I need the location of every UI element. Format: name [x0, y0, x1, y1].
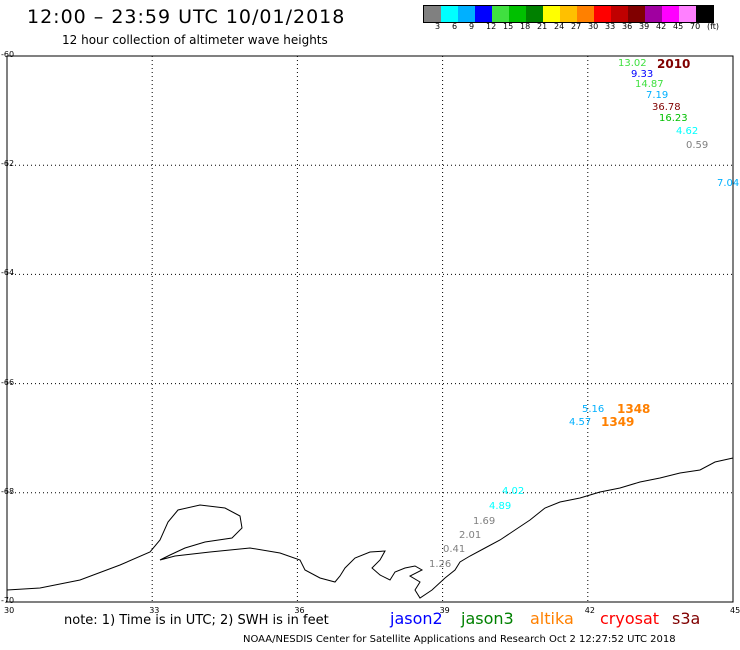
latitude-tick: -62: [1, 159, 15, 169]
longitude-tick: 30: [4, 606, 15, 615]
colorbar-label: (ft): [707, 22, 720, 31]
colorbar-label: 27: [571, 22, 582, 31]
colorbar-label: 12: [486, 22, 497, 31]
colorbar-swatch: [458, 6, 475, 22]
colorbar-swatch: [628, 6, 645, 22]
latitude-tick: -66: [1, 377, 15, 387]
pass-time-label: 1348: [617, 402, 651, 416]
satellite-legend-s3a: s3a: [672, 609, 701, 628]
wave-height-label: 2.01: [459, 530, 482, 541]
page-title: 12:00 – 23:59 UTC 10/01/2018: [27, 6, 346, 28]
colorbar-label: 39: [639, 22, 650, 31]
colorbar-swatch: [679, 6, 696, 22]
colorbar-label: 36: [622, 22, 633, 31]
colorbar-swatch: [441, 6, 458, 22]
pass-time-label: 2010: [657, 57, 691, 71]
coastline: [6, 457, 734, 599]
colorbar-swatch: [560, 6, 577, 22]
satellite-legend-altika: altika: [530, 609, 574, 628]
pass-time-label: 1349: [601, 415, 635, 429]
graticule-grid: [7, 56, 733, 602]
wave-height-label: 0.41: [443, 544, 466, 555]
footer-note: note: 1) Time is in UTC; 2) SWH is in fe…: [64, 613, 329, 628]
wave-height-label: 7.19: [646, 90, 669, 101]
colorbar-label: 45: [673, 22, 684, 31]
wave-height-label: 4.57: [569, 417, 592, 428]
colorbar-swatch: [424, 6, 441, 22]
colorbar-swatch: [577, 6, 594, 22]
wave-height-label: 9.33: [631, 69, 654, 80]
colorbar-swatch: [696, 6, 713, 22]
satellite-legend-cryosat: cryosat: [600, 609, 660, 628]
colorbar-label: 30: [588, 22, 599, 31]
latitude-tick: -68: [1, 486, 15, 496]
colorbar-swatch: [611, 6, 628, 22]
wave-height-label: 0.59: [686, 140, 709, 151]
longitude-tick: 42: [584, 606, 595, 615]
wave-height-label: 5.16: [582, 404, 605, 415]
colorbar-swatch: [645, 6, 662, 22]
longitude-tick: 36: [294, 606, 305, 615]
wave-height-label: 1.69: [473, 516, 496, 527]
colorbar-swatch: [509, 6, 526, 22]
wave-height-label: 36.78: [652, 102, 681, 113]
satellite-legend-jason3: jason3: [461, 609, 514, 628]
colorbar-swatch: [492, 6, 509, 22]
longitude-tick: 45: [730, 606, 740, 615]
latitude-tick: -60: [1, 50, 15, 59]
colorbar-label: 33: [605, 22, 616, 31]
wave-height-label: 4.02: [502, 486, 525, 497]
colorbar-legend: [423, 5, 714, 23]
latitude-tick: -70: [1, 596, 15, 605]
colorbar-label: 3: [435, 22, 441, 31]
colorbar-label: 42: [656, 22, 667, 31]
wave-height-label: 14.87: [635, 79, 664, 90]
page-subtitle: 12 hour collection of altimeter wave hei…: [62, 33, 328, 47]
colorbar-label: 15: [503, 22, 514, 31]
wave-height-label: 13.02: [618, 58, 647, 69]
colorbar-label: 70: [690, 22, 701, 31]
colorbar-label: 18: [520, 22, 531, 31]
colorbar-swatch: [475, 6, 492, 22]
colorbar-swatch: [594, 6, 611, 22]
latitude-tick: -64: [1, 268, 15, 278]
credit-line: NOAA/NESDIS Center for Satellite Applica…: [243, 634, 676, 645]
colorbar-label: 9: [469, 22, 475, 31]
map-frame: [6, 55, 734, 603]
colorbar-swatch: [526, 6, 543, 22]
wave-height-label: 4.62: [676, 126, 699, 137]
wave-height-label: 16.23: [659, 113, 688, 124]
colorbar-label: 21: [537, 22, 548, 31]
wave-height-label: 1.26: [429, 559, 452, 570]
longitude-tick: 39: [439, 606, 450, 615]
colorbar-label: 6: [452, 22, 458, 31]
longitude-tick: 33: [149, 606, 160, 615]
colorbar-label: 24: [554, 22, 565, 31]
wave-height-label: 7.04: [717, 178, 740, 189]
satellite-legend-jason2: jason2: [390, 609, 443, 628]
colorbar-swatch: [662, 6, 679, 22]
colorbar-swatch: [543, 6, 560, 22]
wave-height-label: 4.89: [489, 501, 512, 512]
